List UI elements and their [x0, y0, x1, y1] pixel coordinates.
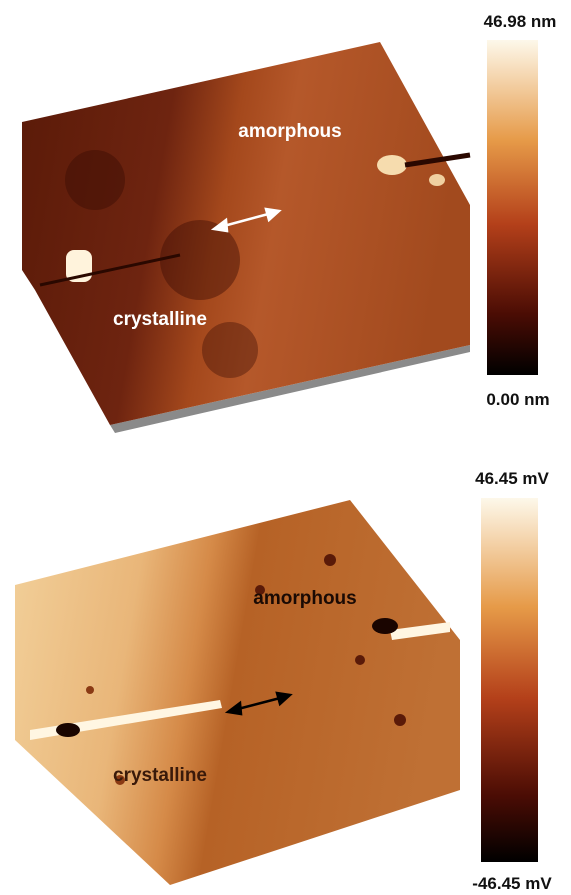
region-label: crystalline	[113, 309, 207, 330]
colorbar-max: 46.45 mV	[475, 469, 549, 488]
particle	[429, 174, 445, 186]
pit	[56, 723, 80, 737]
region-label: amorphous	[253, 588, 356, 609]
colorbar-min: -46.45 mV	[472, 874, 552, 893]
pit	[372, 618, 398, 634]
texture	[355, 655, 365, 665]
particle	[377, 155, 407, 175]
colorbar-min: 0.00 nm	[486, 390, 549, 409]
potential-map	[15, 500, 460, 885]
surface	[15, 500, 460, 885]
region-label: crystalline	[113, 765, 207, 786]
colorbar	[481, 498, 538, 862]
texture	[65, 150, 125, 210]
texture	[202, 322, 258, 378]
colorbar	[487, 40, 538, 375]
height-map	[22, 42, 470, 433]
region-label: amorphous	[238, 121, 341, 142]
texture	[86, 686, 94, 694]
texture	[324, 554, 336, 566]
texture	[394, 714, 406, 726]
page: {"panels": [ {"labels": {"amorphous": "a…	[0, 0, 571, 895]
figure: amorphous crystalline 46.98 nm 0.00 nm a…	[0, 0, 571, 895]
colorbar-max: 46.98 nm	[484, 12, 557, 31]
